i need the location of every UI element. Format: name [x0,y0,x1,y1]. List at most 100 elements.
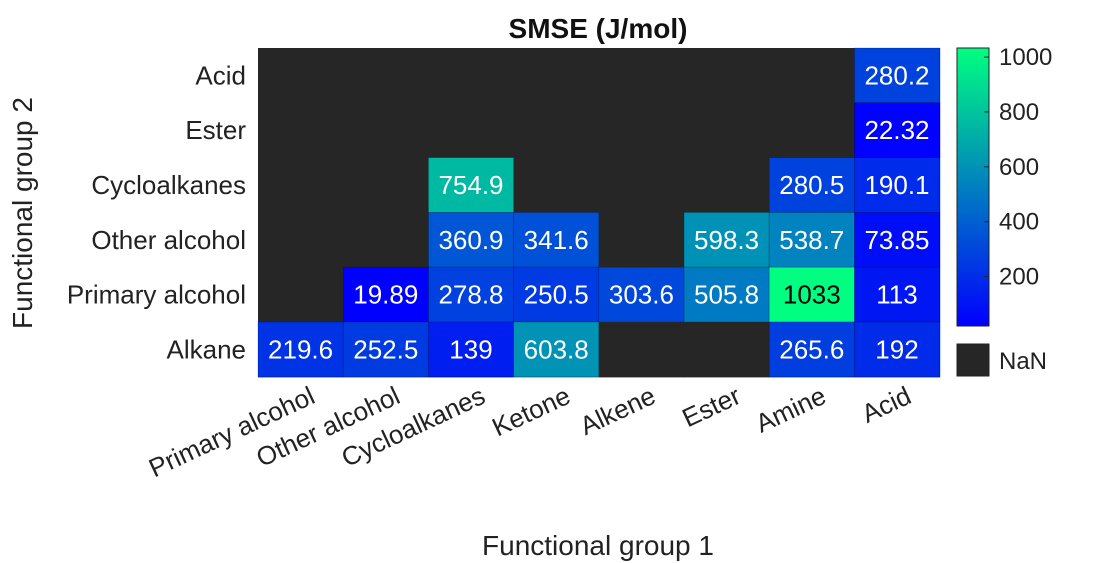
y-tick-label: Cycloalkanes [91,170,246,200]
colorbar-tick-label: 400 [999,209,1039,236]
heatmap-cell-label: 19.89 [353,280,418,310]
heatmap-cell [343,267,429,323]
heatmap-cells: 280.2 22.32 754.9 280.5 190.1 360.9 341.6 598.3… [257,47,941,378]
chart-title: SMSE (J/mol) [509,13,688,44]
heatmap-cell [854,212,941,268]
heatmap-cell-label: 303.6 [609,280,674,310]
heatmap-cell [769,212,855,268]
heatmap-cell-nan [598,102,685,159]
heatmap-cell [428,157,515,213]
heatmap-cell-nan [343,48,429,104]
heatmap-cell-nan [684,48,770,104]
colorbar-tick-label: 600 [999,154,1039,181]
heatmap-cell-nan [258,212,344,268]
heatmap-cell-border [854,321,941,378]
heatmap-cell-label: 754.9 [438,170,503,200]
x-tick-label: Ester [677,380,745,433]
heatmap-cell-label: 280.2 [864,60,929,90]
heatmap-cell [684,267,770,323]
heatmap-cell [854,157,941,213]
x-tick-label: Ketone [487,380,574,442]
heatmap-cell-label: 505.8 [694,280,759,310]
heatmap-cell [513,267,600,323]
x-tick-label: Acid [857,380,916,429]
colorbar-tick-label: 200 [999,264,1039,291]
nan-legend-label: NaN [999,348,1047,375]
heatmap-cell-label: 252.5 [353,334,418,364]
heatmap-cell-nan [513,157,600,213]
heatmap-cell [854,48,941,104]
heatmap-cell [513,322,600,378]
heatmap-cell-nan [513,102,600,159]
colorbar [956,47,990,327]
heatmap-cell [854,322,941,378]
colorbar-tick-label: 800 [999,99,1039,126]
heatmap-cell-label: 280.5 [779,170,844,200]
colorbar-tick-label: 1000 [999,44,1052,71]
heatmap-cell [769,322,855,378]
heatmap-cell-nan [343,212,429,268]
heatmap-cell-label: 192 [875,334,918,364]
heatmap-cell-label: 1033 [783,280,841,310]
heatmap-cell [343,322,429,378]
heatmap-cell-nan [598,157,685,213]
heatmap-cell-nan [598,212,685,268]
heatmap-cell-nan [684,322,770,378]
heatmap-cell [769,267,855,323]
heatmap-cell-nan [258,267,344,323]
heatmap-cell [854,102,941,159]
heatmap-cell-nan [769,102,855,159]
heatmap-cell-label: 360.9 [438,225,503,255]
heatmap-cell-label: 139 [449,334,492,364]
heatmap-cell-label: 341.6 [524,225,589,255]
x-tick-label: Alkene [575,380,660,441]
heatmap-cell-label: 598.3 [694,225,759,255]
heatmap-cell-label: 190.1 [864,170,929,200]
heatmap-cell [684,212,770,268]
heatmap-cell-nan [513,48,600,104]
y-axis-ticks: Acid Ester Cycloalkanes Other alcohol Primar… [67,60,247,364]
nan-legend-swatch [956,343,990,377]
heatmap-cell-label: 278.8 [438,280,503,310]
heatmap-cell-label: 603.8 [524,334,589,364]
heatmap-cell [854,267,941,323]
heatmap-cell-nan [428,48,515,104]
heatmap-cell-border [854,211,941,268]
heatmap-cell-label: 22.32 [864,115,929,145]
heatmap-cell-label: 265.6 [779,334,844,364]
heatmap-cell [513,212,600,268]
heatmap-cell-nan [598,48,685,104]
heatmap-cell-nan [258,157,344,213]
x-tick-label: Amine [751,380,830,438]
heatmap-cell [428,212,515,268]
heatmap-cell-label: 113 [876,280,917,310]
heatmap-cell-nan [769,48,855,104]
heatmap-cell-nan [258,102,344,159]
y-tick-label: Primary alcohol [67,280,246,310]
heatmap-cell-label: 538.7 [779,225,844,255]
y-tick-label: Ester [185,115,246,145]
colorbar-ticks: 200 400 600 800 1000 [984,44,1052,291]
heatmap-cell [769,157,855,213]
heatmap-cell-nan [684,157,770,213]
heatmap-cell [598,267,685,323]
heatmap-cell-nan [684,102,770,159]
heatmap-cell-nan [258,48,344,104]
y-tick-label: Acid [195,60,246,90]
heatmap-cell-nan [343,157,429,213]
heatmap-cell-label: 219.6 [268,334,333,364]
x-axis-label: Functional group 1 [482,530,714,561]
heatmap-cell-nan [428,102,515,159]
y-tick-label: Other alcohol [91,225,246,255]
heatmap-cell [428,267,515,323]
heatmap-cell-label: 250.5 [524,280,589,310]
heatmap-cell-label: 73.85 [864,225,929,255]
heatmap-cell [258,322,344,378]
heatmap-cell-nan [343,102,429,159]
heatmap-cell [428,322,515,378]
y-axis-label: Functional group 2 [7,97,38,329]
heatmap-cell-nan [598,322,685,378]
